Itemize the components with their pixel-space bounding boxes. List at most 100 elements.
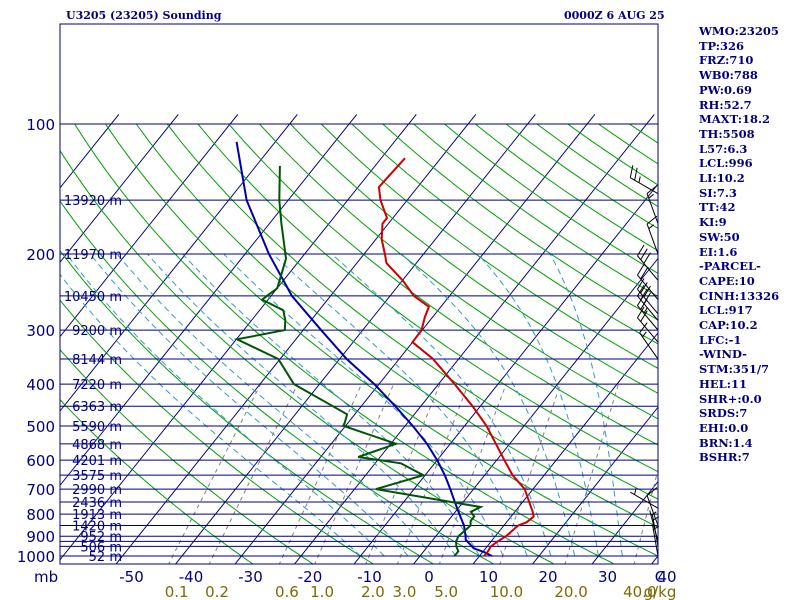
isotherm-line <box>293 114 655 564</box>
index-item: WMO:23205 <box>699 24 779 38</box>
wind-barb <box>637 284 659 321</box>
barb-half <box>648 193 655 199</box>
dry-adiabat-line <box>60 249 435 564</box>
isotherm-line <box>174 114 536 564</box>
temperature-tick-label: 0 <box>424 568 434 586</box>
height-label: 506 m <box>80 540 122 555</box>
index-item: KI:9 <box>699 215 727 230</box>
height-label: 952 m <box>80 530 122 545</box>
mixing-ratio-label: 20.0 <box>554 583 587 600</box>
height-label: 11970 m <box>64 248 122 263</box>
mixing-ratio-label: 3.0 <box>393 583 417 600</box>
temperature-trace <box>377 157 535 557</box>
pressure-tick-label: 400 <box>26 376 55 394</box>
barb-flag <box>634 167 638 181</box>
isotherm-line <box>115 114 477 564</box>
pressure-tick-label: 900 <box>26 528 55 546</box>
index-item: LCL:917 <box>699 303 753 318</box>
pressure-tick-label: 800 <box>26 506 55 524</box>
pressure-tick-label: 300 <box>26 322 55 340</box>
index-item: SHR+:0.0 <box>699 391 762 406</box>
wind-barb <box>637 264 659 300</box>
barb-flag <box>629 165 634 178</box>
barb-flag <box>640 310 648 322</box>
mixing-ratio-line <box>168 383 262 564</box>
isotherm-line <box>412 257 658 564</box>
mixing-ratio-label: 5.0 <box>434 583 458 600</box>
dry-adiabat-line <box>197 123 658 473</box>
barb-flag <box>639 322 648 334</box>
height-label: 8144 m <box>72 353 122 368</box>
mixing-ratio-label: 10.0 <box>490 583 523 600</box>
wind-barb <box>629 165 659 195</box>
barb-staff <box>637 288 659 315</box>
dry-adiabat-line <box>166 123 658 500</box>
isotherm-line <box>60 114 298 412</box>
height-label: 10450 m <box>64 290 122 305</box>
valid-time: 0000Z 6 AUG 25 <box>564 9 665 22</box>
temperature-tick-label: -10 <box>357 568 382 586</box>
pressure-unit-label: mb <box>34 568 58 586</box>
barb-staff <box>651 524 659 557</box>
height-label: 3575 m <box>72 469 122 484</box>
isotherm-line <box>591 480 658 564</box>
barb-half <box>648 224 655 230</box>
index-item: L57:6.3 <box>699 141 748 156</box>
moist-adiabat-line <box>147 253 457 557</box>
index-item: -WIND- <box>699 347 747 362</box>
wind-barb <box>639 322 659 360</box>
barb-half <box>643 307 648 314</box>
height-label: 2990 m <box>72 483 122 498</box>
barb-staff <box>637 317 659 343</box>
dry-adiabat-line <box>60 200 495 564</box>
barb-flag <box>637 284 645 297</box>
pressure-tick-label: 200 <box>26 246 55 264</box>
dry-adiabat-line <box>60 398 254 564</box>
index-item: FRZ:710 <box>699 53 754 68</box>
height-label: 4201 m <box>72 454 122 469</box>
index-item: -PARCEL- <box>699 259 761 274</box>
mixing-ratio-line <box>396 383 469 564</box>
index-item: TT:42 <box>699 200 736 215</box>
moist-adiabat-line <box>116 253 433 557</box>
isotherm-line <box>353 183 658 564</box>
dry-adiabat-line <box>60 348 314 564</box>
index-item: LI:10.2 <box>699 171 745 186</box>
mixing-ratio-label: 1.0 <box>310 583 334 600</box>
index-item: MAXT:18.2 <box>699 112 770 127</box>
isotherm-line <box>531 406 658 564</box>
barb-staff <box>639 332 659 360</box>
barb-staff <box>637 255 659 281</box>
isotherm-line <box>60 114 358 487</box>
mixing-ratio-line <box>499 383 561 564</box>
mixing-ratio-line <box>278 383 363 564</box>
dry-adiabat-line <box>60 299 375 564</box>
temperature-tick-label: 40 <box>657 568 676 586</box>
wind-barb <box>646 487 659 526</box>
wind-barb <box>646 215 659 255</box>
mixing-ratio-line <box>314 383 395 564</box>
barb-flag <box>646 487 658 496</box>
index-item: PW:0.69 <box>699 82 753 97</box>
index-item: BRN:1.4 <box>699 435 753 450</box>
index-item: SI:7.3 <box>699 185 737 200</box>
moist-adiabat-line <box>477 253 599 557</box>
mixing-ratio-unit-label: g/kg <box>644 583 677 600</box>
index-item: WB0:788 <box>699 68 758 83</box>
barb-flag <box>637 278 645 290</box>
index-item: EI:1.6 <box>699 244 738 259</box>
barb-flag <box>643 292 651 304</box>
dry-adiabat-line <box>382 123 658 321</box>
barb-flag <box>637 264 645 276</box>
height-label: 9200 m <box>72 324 122 339</box>
barb-flag <box>637 306 645 318</box>
barb-staff <box>649 510 659 542</box>
dry-adiabat-line <box>60 149 556 564</box>
mixing-ratio-label: 0.6 <box>275 583 299 600</box>
barb-half <box>634 488 637 495</box>
dry-adiabat-line <box>320 123 658 369</box>
temperature-tick-label: -30 <box>238 568 263 586</box>
dry-adiabat-line <box>135 123 658 528</box>
wind-barbs <box>629 165 660 557</box>
barb-flag <box>640 248 648 260</box>
